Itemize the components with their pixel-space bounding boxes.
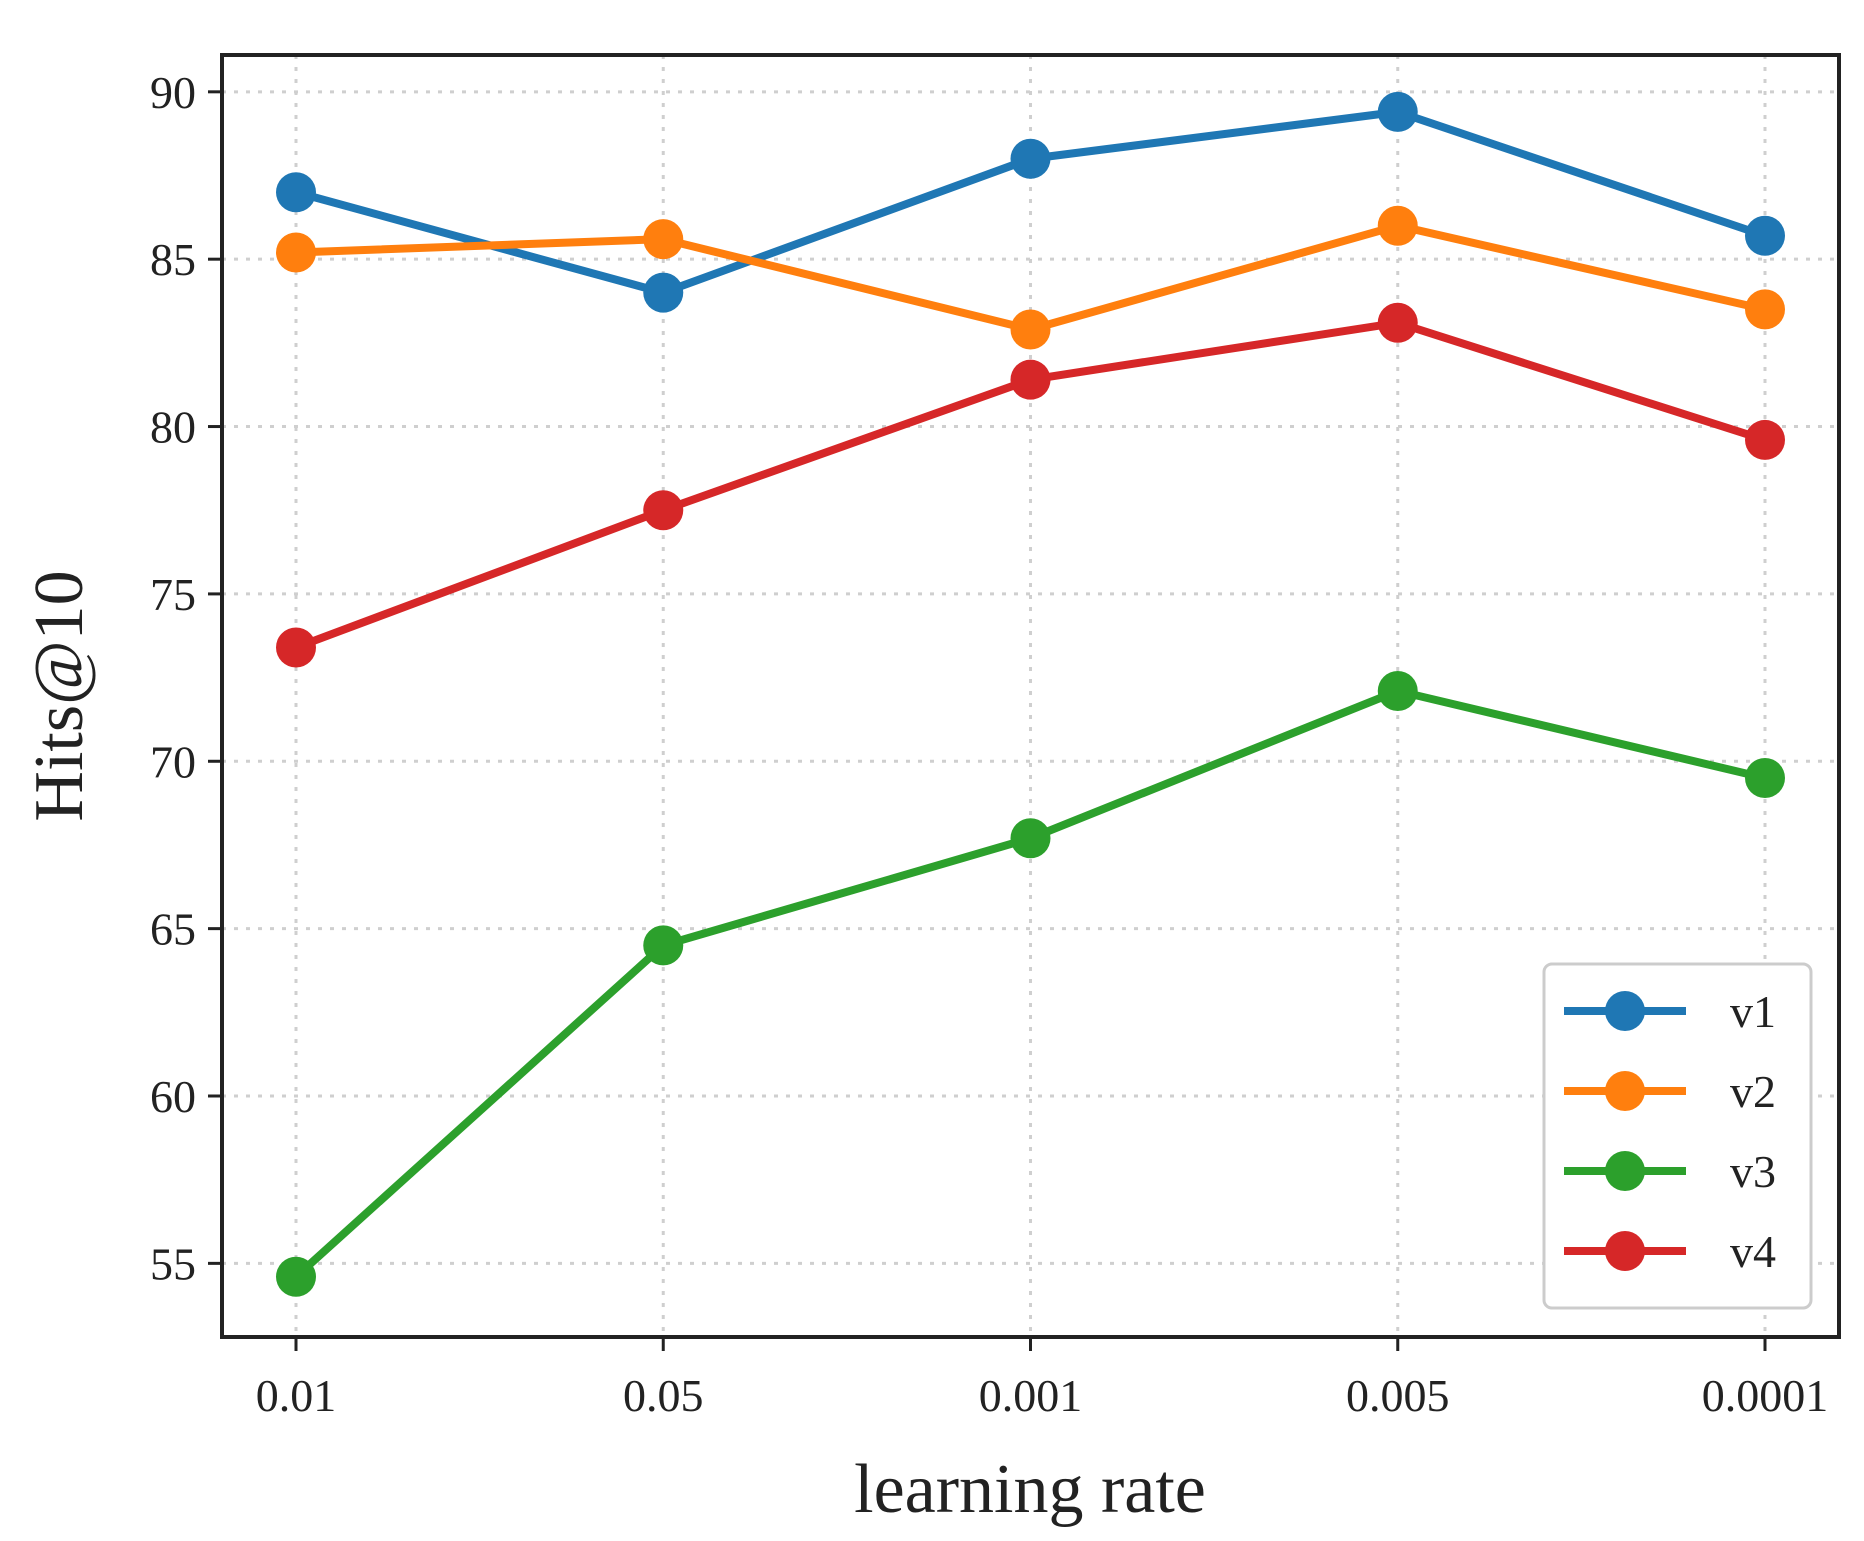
data-point-v1 [1377,91,1418,132]
legend-marker-v4 [1605,1231,1645,1271]
data-point-v1 [276,172,316,213]
data-point-v2 [1010,309,1051,350]
data-point-v2 [276,232,316,273]
y-tick-label: 55 [150,1238,196,1289]
legend-label-v2: v2 [1730,1066,1776,1117]
data-point-v4 [643,490,684,531]
y-tick-label: 80 [150,402,196,453]
legend-item-v3: v3 [1564,1146,1776,1197]
data-point-v4 [1010,359,1051,400]
legend-label-v1: v1 [1730,986,1776,1037]
data-point-v3 [1745,758,1785,799]
x-axis-label: learning rate [854,1451,1206,1528]
series-v4 [276,302,1785,668]
legend-marker-v3 [1605,1151,1645,1191]
data-point-v1 [1010,138,1051,179]
legend-marker-v2 [1605,1071,1645,1111]
data-point-v3 [643,925,684,966]
legend-box [1542,962,1813,1310]
data-point-v1 [643,272,684,313]
data-point-v4 [1745,419,1785,460]
x-tick-label: 0.01 [256,1370,337,1421]
legend-label-v3: v3 [1730,1146,1776,1197]
legend-item-v2: v2 [1564,1066,1776,1117]
series-v2 [276,205,1785,350]
data-point-v4 [276,627,316,668]
y-tick-label: 60 [150,1071,196,1122]
y-axis-label: Hits@10 [21,570,98,821]
data-point-v2 [1745,289,1785,330]
y-tick-label: 85 [150,234,196,285]
y-tick-label: 75 [150,569,196,620]
series-group [276,91,1785,1297]
x-tick-label: 0.005 [1346,1370,1450,1421]
legend-label-v4: v4 [1730,1226,1776,1277]
x-axis-ticks: 0.01 0.05 0.001 0.005 0.0001 [256,1337,1829,1421]
data-point-v3 [1377,670,1418,711]
x-tick-label: 0.05 [623,1370,704,1421]
data-point-v4 [1377,302,1418,343]
legend-item-v1: v1 [1564,986,1776,1037]
y-tick-label: 90 [150,67,196,118]
data-point-v1 [1745,215,1785,256]
series-v1 [276,91,1785,313]
x-tick-label: 0.001 [979,1370,1083,1421]
legend-marker-v1 [1605,991,1645,1031]
data-point-v2 [1377,205,1418,246]
data-point-v3 [1010,818,1051,859]
y-tick-label: 70 [150,736,196,787]
series-v3 [276,670,1785,1297]
legend-item-v4: v4 [1564,1226,1776,1277]
y-axis-ticks: 55 60 65 70 75 80 85 90 [150,67,222,1289]
plot-frame [220,53,1841,1339]
data-point-v3 [276,1256,316,1297]
y-tick-label: 65 [150,904,196,955]
x-tick-label: 0.0001 [1702,1370,1829,1421]
legend: v1 v2 v3 v4 [1542,962,1813,1310]
data-point-v2 [643,219,684,260]
